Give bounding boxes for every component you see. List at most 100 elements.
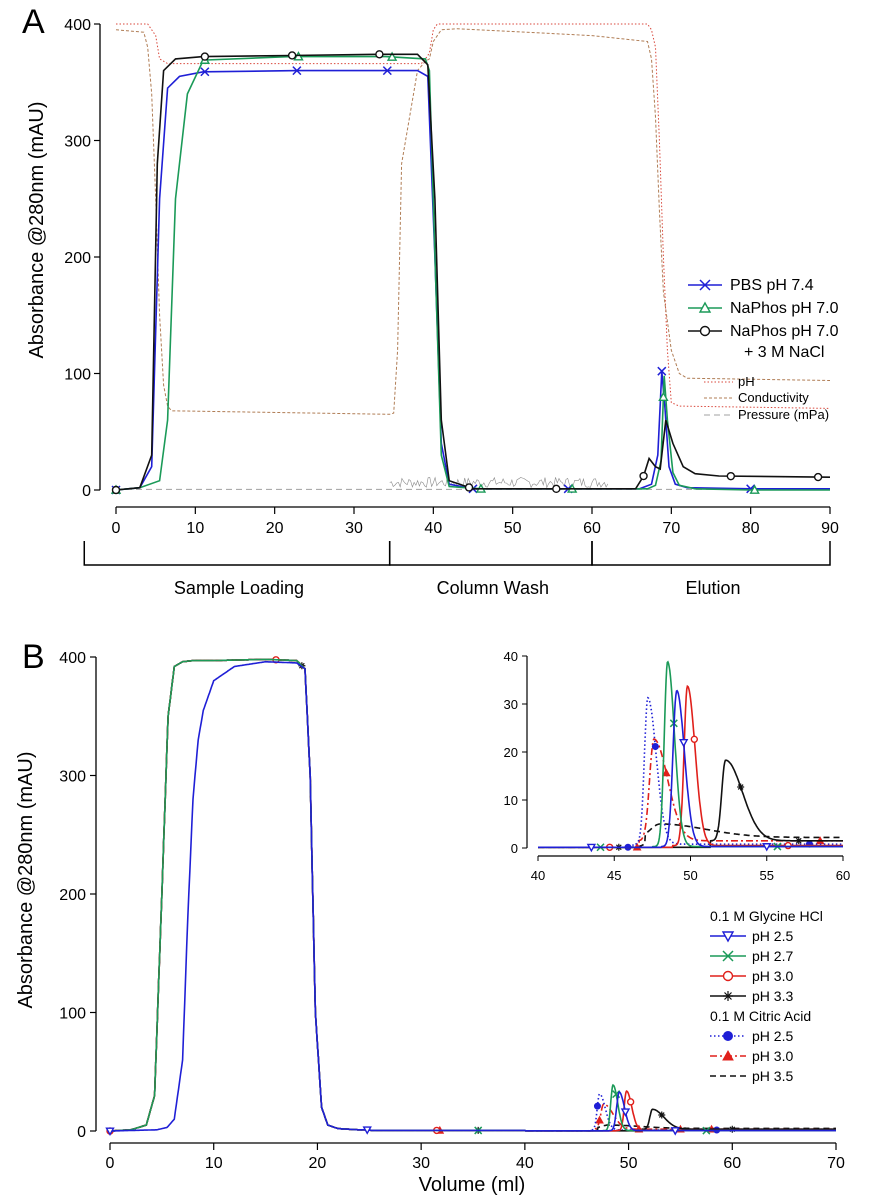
- inset-data-point: [586, 843, 597, 853]
- phase-bracket: [388, 541, 593, 566]
- ph-trace: [116, 23, 831, 409]
- y-tick-label: 200: [64, 250, 91, 267]
- y-tick-label: 0: [77, 1124, 86, 1141]
- data-point: [593, 1102, 601, 1110]
- panel-b-x-label: Volume (ml): [419, 1174, 526, 1196]
- y-tick-label: 300: [64, 134, 91, 151]
- x-tick-label: 70: [827, 1155, 845, 1172]
- data-point: [552, 484, 561, 494]
- x-tick-label: 0: [106, 1155, 115, 1172]
- data-point: [293, 51, 304, 61]
- legend-marker: [722, 970, 734, 982]
- data-point: [200, 67, 210, 77]
- panel-b: B Absorbance @280nm (mAU) Volume (ml) 0 1…: [15, 638, 856, 1196]
- x-tick-label: 0: [112, 520, 121, 537]
- y-tick-label: 100: [59, 1006, 86, 1023]
- panel-b-y-label: Absorbance @280nm (mAU): [15, 751, 37, 1008]
- panel-a-axes: 0 100 200 300 400 0 10 20 30 40 50 60 70 80 90: [64, 17, 839, 537]
- x-tick-label: 90: [821, 520, 839, 537]
- panel-b-series: [105, 656, 836, 1136]
- legend-naphos-nacl-line2: + 3 M NaCl: [744, 344, 824, 361]
- series-line: [110, 660, 836, 1132]
- panel-a-phase-brackets: Sample Loading Column Wash Elution: [83, 541, 831, 598]
- legend-pbs: PBS pH 7.4: [730, 277, 814, 294]
- panel-a: A Absorbance @280nm (mAU) 0 100 200 300 400 0…: [22, 3, 839, 598]
- panel-a-aux-traces: [115, 23, 831, 490]
- data-point: [749, 484, 760, 494]
- phase-bracket: [591, 541, 831, 566]
- legend-cit-ph35: pH 3.5: [752, 1068, 793, 1084]
- data-point: [657, 366, 667, 376]
- inset-x-tick-label: 60: [836, 868, 850, 883]
- data-point: [292, 66, 302, 76]
- inset-data-point: [678, 739, 689, 748]
- x-tick-label: 30: [412, 1155, 430, 1172]
- legend-naphos: NaPhos pH 7.0: [730, 300, 839, 317]
- legend-gly-ph27: pH 2.7: [752, 948, 793, 964]
- data-point: [726, 471, 736, 481]
- data-point: [111, 485, 121, 495]
- panel-b-legend: 0.1 M Glycine HCl pH 2.5 pH 2.7 pH 3.0 p…: [710, 908, 823, 1084]
- data-point: [105, 1127, 115, 1136]
- inset-series-line: [538, 696, 843, 849]
- panel-a-legend: PBS pH 7.4 NaPhos pH 7.0 NaPhos pH 7.0 +…: [688, 277, 839, 422]
- data-point: [595, 1115, 604, 1124]
- legend-marker: [721, 931, 735, 943]
- x-tick-label: 50: [504, 520, 522, 537]
- x-tick-label: 80: [742, 520, 760, 537]
- y-tick-label: 0: [82, 483, 91, 500]
- legend-gly-ph25: pH 2.5: [752, 928, 793, 944]
- x-tick-label: 40: [424, 520, 442, 537]
- legend-group-citric: 0.1 M Citric Acid: [710, 1008, 811, 1024]
- legend-marker: [699, 279, 711, 291]
- panel-a-y-label: Absorbance @280nm (mAU): [26, 101, 48, 358]
- legend-marker: [723, 991, 733, 1001]
- legend-marker: [699, 325, 711, 337]
- phase-label: Column Wash: [437, 578, 549, 598]
- legend-conductivity: Conductivity: [738, 390, 809, 405]
- legend-cit-ph25: pH 2.5: [752, 1028, 793, 1044]
- series-line: [115, 69, 830, 491]
- inset-y-tick-label: 40: [504, 649, 518, 664]
- legend-gly-ph33: pH 3.3: [752, 988, 793, 1004]
- data-point: [200, 52, 210, 61]
- data-point: [728, 1125, 736, 1133]
- inset-y-tick-label: 0: [511, 841, 518, 856]
- y-tick-label: 400: [64, 17, 91, 34]
- x-tick-label: 10: [186, 520, 204, 537]
- x-tick-label: 10: [205, 1155, 223, 1172]
- legend-marker: [698, 301, 712, 313]
- x-tick-label: 20: [266, 520, 284, 537]
- x-tick-label: 40: [516, 1155, 534, 1172]
- legend-marker: [722, 1049, 734, 1061]
- inset-x-tick-label: 50: [683, 868, 697, 883]
- inset-x-tick-label: 55: [760, 868, 774, 883]
- legend-marker: [722, 950, 734, 962]
- data-point: [375, 50, 384, 59]
- data-point: [658, 1111, 666, 1119]
- panel-a-label: A: [22, 3, 45, 41]
- inset-y-tick-label: 10: [504, 793, 518, 808]
- inset-data-point: [661, 768, 671, 777]
- data-point: [626, 1098, 635, 1106]
- data-point: [620, 1108, 631, 1117]
- inset-y-tick-label: 20: [504, 745, 518, 760]
- inset-data-point: [651, 743, 659, 751]
- legend-marker: [723, 1031, 733, 1041]
- legend-ph: pH: [738, 374, 755, 389]
- legend-group-glycine: 0.1 M Glycine HCl: [710, 908, 823, 924]
- inset-background: [526, 648, 856, 873]
- legend-pressure: Pressure (mPa): [738, 407, 829, 422]
- y-tick-label: 100: [64, 367, 91, 384]
- data-point: [464, 483, 474, 492]
- legend-cit-ph30: pH 3.0: [752, 1048, 793, 1064]
- phase-bracket: [83, 541, 391, 566]
- x-tick-label: 70: [662, 520, 680, 537]
- data-point: [362, 1126, 372, 1135]
- x-tick-label: 30: [345, 520, 363, 537]
- data-point: [670, 1127, 680, 1136]
- data-point: [639, 471, 648, 481]
- inset-data-point: [795, 837, 803, 845]
